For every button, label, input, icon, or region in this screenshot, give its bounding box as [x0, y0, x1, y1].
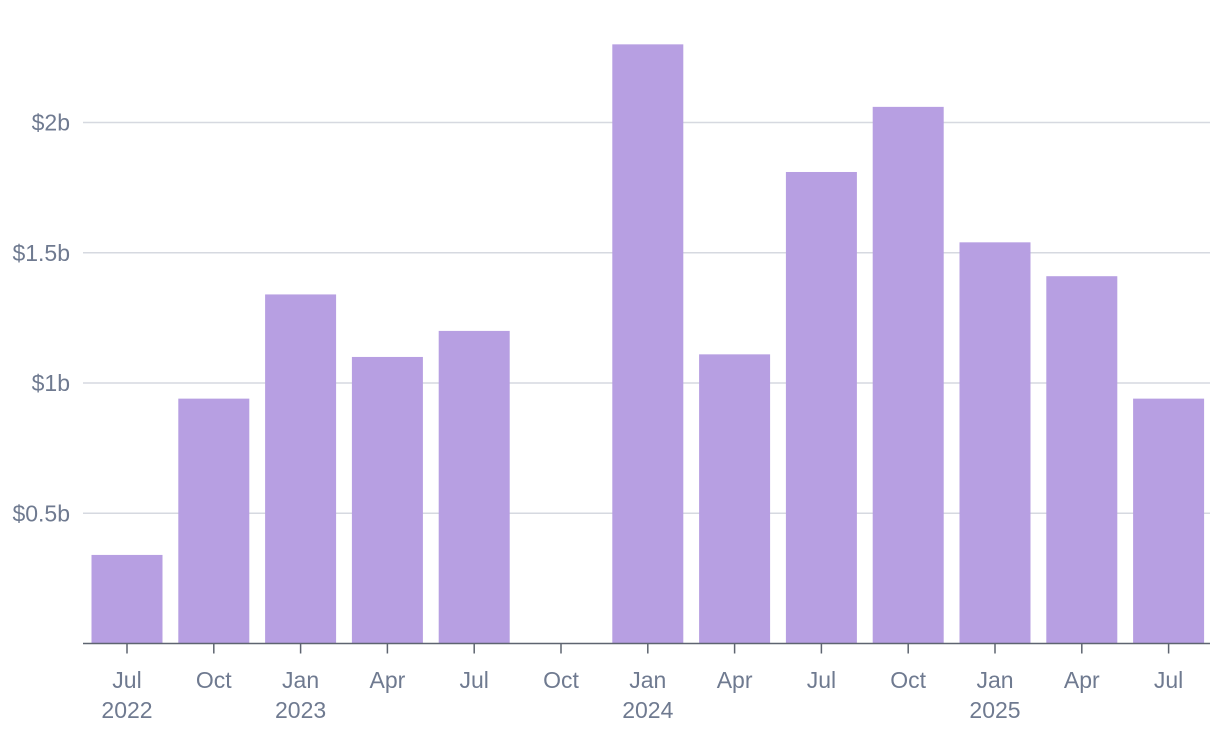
x-tick-label: Jul [1154, 667, 1183, 693]
bar [178, 398, 250, 644]
tick-labels: $0.5b $1b $1.5b $2b Jul 2022 Oct Jan 2023 Apr Jul O… [12, 110, 1183, 724]
x-tick-label: Oct [543, 667, 579, 693]
x-tick-label: Jul [807, 667, 836, 693]
x-year-label: 2024 [622, 697, 673, 723]
y-tick-label: $1b [32, 370, 70, 396]
x-tick-label: Apr [1064, 667, 1100, 693]
bar [872, 106, 944, 644]
x-year-label: 2025 [969, 697, 1020, 723]
bar [1133, 398, 1205, 644]
bar [699, 354, 771, 644]
bar [1046, 276, 1118, 644]
bar [351, 356, 423, 644]
bars [91, 44, 1205, 644]
x-year-label: 2023 [275, 697, 326, 723]
bar [612, 44, 684, 644]
x-tick-label: Jul [459, 667, 488, 693]
bar [438, 330, 510, 644]
x-tick-label: Oct [196, 667, 232, 693]
x-tick-label: Apr [717, 667, 753, 693]
x-tick-label: Apr [370, 667, 406, 693]
bar [265, 294, 337, 644]
bar [959, 242, 1031, 644]
x-tick-label: Oct [890, 667, 926, 693]
bar [785, 171, 857, 644]
bar [91, 554, 163, 644]
y-tick-label: $2b [32, 110, 70, 136]
y-tick-label: $0.5b [12, 500, 70, 526]
y-tick-label: $1.5b [12, 240, 70, 266]
x-tick-label: Jan [282, 667, 319, 693]
x-tick-label: Jan [976, 667, 1013, 693]
x-tick-label: Jul [112, 667, 141, 693]
x-tick-label: Jan [629, 667, 666, 693]
x-year-label: 2022 [101, 697, 152, 723]
x-axis [83, 642, 1210, 654]
